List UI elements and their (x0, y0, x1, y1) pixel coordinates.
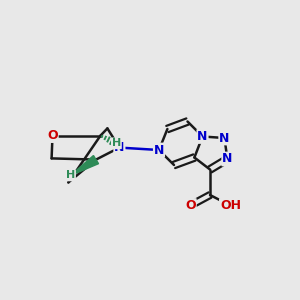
Text: O: O (185, 199, 196, 212)
Text: O: O (47, 129, 58, 142)
Polygon shape (70, 155, 98, 176)
Text: N: N (222, 152, 233, 166)
Text: N: N (197, 130, 208, 143)
Text: N: N (154, 143, 164, 157)
Text: N: N (219, 131, 230, 145)
Text: H: H (112, 138, 121, 148)
Text: H: H (66, 170, 75, 181)
Text: OH: OH (220, 199, 241, 212)
Text: N: N (114, 141, 124, 154)
